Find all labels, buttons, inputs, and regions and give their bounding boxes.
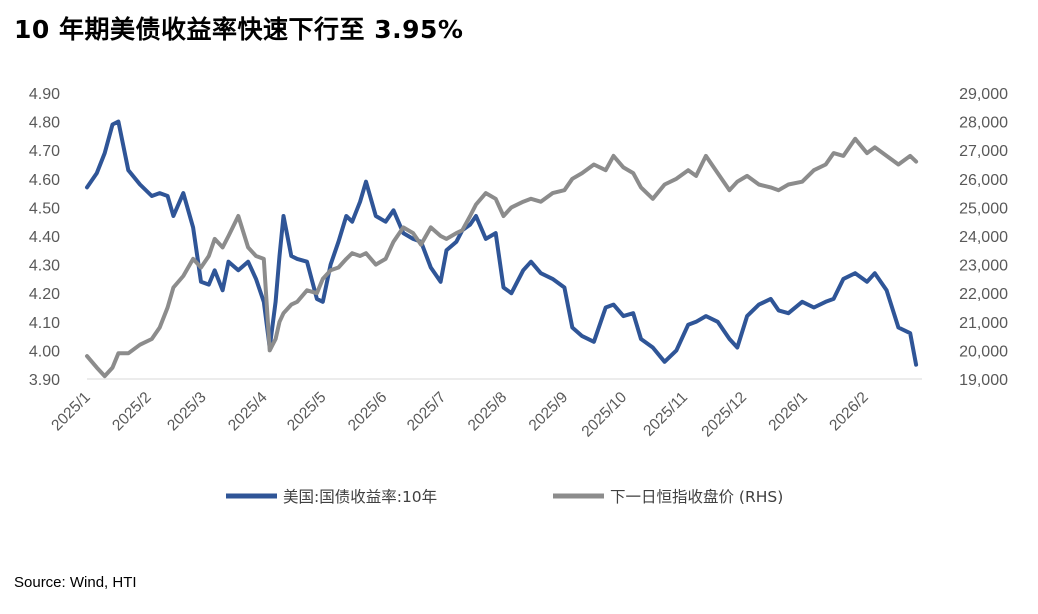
- x-tick-label: 2025/1: [48, 389, 94, 435]
- y-right-tick-label: 29,000: [959, 86, 1008, 103]
- y-left-tick-label: 3.90: [29, 372, 60, 389]
- x-tick-label: 2026/2: [826, 389, 872, 435]
- y-right-tick-label: 22,000: [959, 286, 1008, 303]
- x-tick-label: 2025/7: [404, 389, 450, 435]
- y-right-tick-label: 24,000: [959, 229, 1008, 246]
- legend: 美国:国债收益率:10年 下一日恒指收盘价 (RHS): [226, 487, 783, 506]
- y-right-tick-label: 20,000: [959, 343, 1008, 360]
- y-right-tick-label: 25,000: [959, 200, 1008, 217]
- y-left-tick-label: 4.90: [29, 86, 60, 103]
- y-left-tick-label: 4.50: [29, 200, 60, 217]
- legend-hsi-label: 下一日恒指收盘价 (RHS): [610, 487, 783, 506]
- x-tick-label: 2025/6: [345, 389, 391, 435]
- y-left-tick-label: 4.00: [29, 343, 60, 360]
- hsi-line: [85, 136, 919, 379]
- y-right-tick-label: 19,000: [959, 372, 1008, 389]
- y-right-tick-label: 26,000: [959, 172, 1008, 189]
- y-left-tick-label: 4.20: [29, 286, 60, 303]
- y-left-tick-label: 4.60: [29, 172, 60, 189]
- x-tick-label: 2025/3: [164, 389, 210, 435]
- source-note: Source: Wind, HTI: [14, 574, 137, 591]
- yield-line: [85, 119, 919, 367]
- x-tick-label: 2025/9: [526, 389, 572, 435]
- x-tick-label: 2025/11: [640, 389, 691, 440]
- x-tick-label: 2025/2: [109, 389, 155, 435]
- y-left-tick-label: 4.30: [29, 258, 60, 275]
- y-left-tick-label: 4.40: [29, 229, 60, 246]
- y-left-tick-label: 4.10: [29, 315, 60, 332]
- y-right-tick-label: 27,000: [959, 143, 1008, 160]
- series-lines: [85, 119, 919, 379]
- y-left-tick-label: 4.70: [29, 143, 60, 160]
- x-tick-label: 2025/4: [225, 389, 271, 435]
- legend-yield-label: 美国:国债收益率:10年: [283, 488, 437, 506]
- y-right-tick-label: 21,000: [959, 315, 1008, 332]
- y-right-tick-label: 23,000: [959, 258, 1008, 275]
- x-tick-label: 2025/10: [579, 389, 631, 441]
- x-tick-label: 2025/5: [284, 389, 330, 435]
- x-tick-label: 2026/1: [765, 389, 811, 435]
- x-tick-label: 2025/12: [698, 389, 750, 441]
- y-right-tick-label: 28,000: [959, 115, 1008, 132]
- x-tick-label: 2025/8: [465, 389, 511, 435]
- chart-title: 10 年期美债收益率快速下行至 3.95%: [14, 15, 464, 44]
- y-left-tick-label: 4.80: [29, 115, 60, 132]
- axes: 3.90 4.00 4.10 4.20 4.30 4.40 4.50 4.60 4.70 4.80…: [29, 86, 1008, 440]
